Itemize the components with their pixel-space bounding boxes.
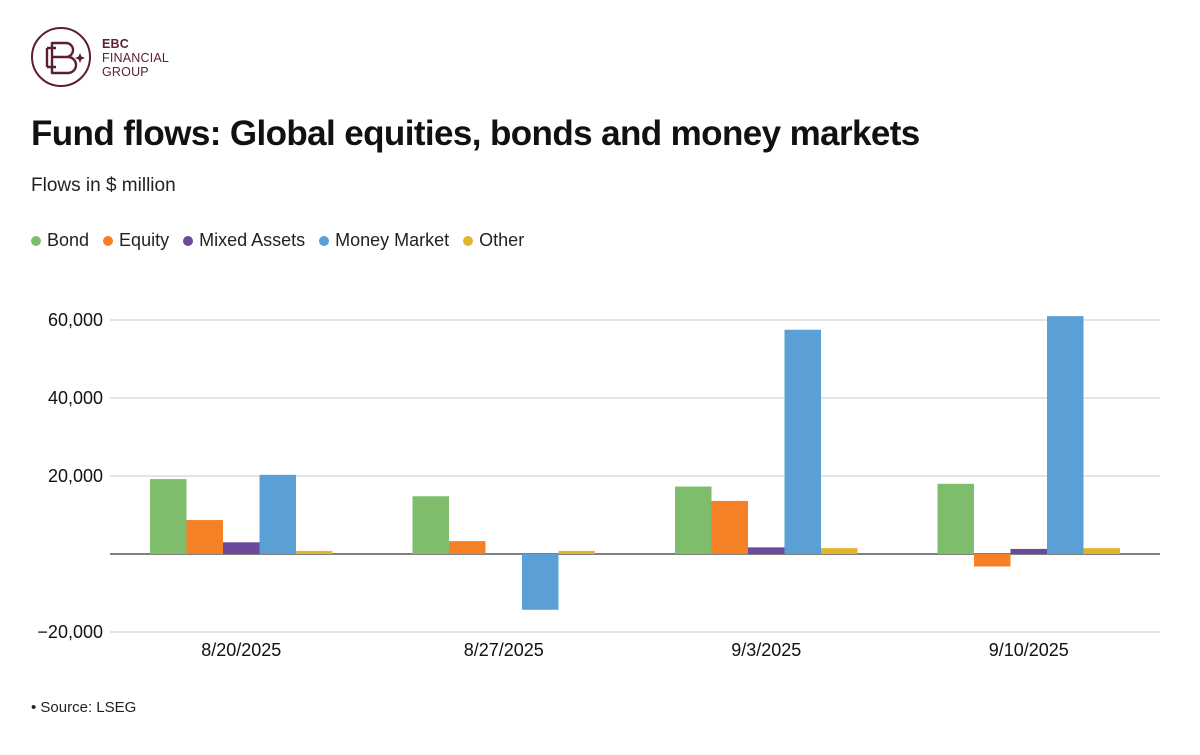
legend: Bond Equity Mixed Assets Money Market Other [31, 230, 538, 251]
legend-label: Other [479, 230, 525, 250]
legend-item: Equity [103, 230, 169, 251]
legend-swatch [319, 235, 330, 246]
bar [296, 550, 333, 554]
bar [412, 496, 449, 554]
bar [1010, 548, 1047, 554]
ebc-logo-icon [31, 27, 91, 87]
bar [449, 541, 486, 554]
legend-swatch [103, 235, 114, 246]
legend-label: Bond [47, 230, 90, 250]
legend-label: Mixed Assets [199, 230, 306, 250]
bar [784, 329, 821, 554]
y-tick-label: −20,000 [37, 622, 103, 642]
bar [937, 483, 974, 554]
legend-swatch [31, 235, 41, 246]
x-tick-label: 8/27/2025 [464, 640, 544, 660]
y-tick-label: 20,000 [48, 466, 103, 486]
ebc-logo: EBC FINANCIAL GROUP [30, 26, 190, 88]
bar [711, 500, 748, 554]
legend-label: Money Market [335, 230, 450, 250]
x-tick-label: 8/20/2025 [201, 640, 281, 660]
x-tick-label: 9/10/2025 [989, 640, 1069, 660]
bar [223, 542, 260, 554]
bar [1083, 548, 1120, 554]
y-tick-label: 40,000 [48, 388, 103, 408]
brand-name: EBC FINANCIAL GROUP [102, 37, 169, 79]
bar [150, 479, 187, 554]
bar [748, 547, 785, 554]
bar [259, 474, 296, 554]
y-tick-label: 60,000 [48, 310, 103, 330]
bar [675, 486, 712, 554]
brand-line-3: GROUP [102, 65, 149, 79]
legend-item: Other [463, 230, 524, 251]
chart-subtitle: Flows in $ million [31, 175, 176, 196]
legend-item: Mixed Assets [183, 230, 305, 251]
brand-line-1: EBC [102, 37, 129, 51]
chart-title: Fund flows: Global equities, bonds and m… [31, 114, 920, 153]
legend-swatch [463, 235, 474, 246]
bar [186, 520, 223, 554]
source-note: • Source: LSEG [31, 699, 137, 716]
legend-label: Equity [119, 230, 170, 250]
brand-line-2: FINANCIAL [102, 51, 170, 65]
bar [1047, 316, 1084, 554]
bar [974, 554, 1011, 567]
bar [821, 548, 858, 554]
x-tick-label: 9/3/2025 [731, 640, 801, 660]
legend-item: Money Market [319, 230, 449, 251]
bar-chart: −20,000 20,000 40,000 60,000 8/20/2025 8/27/2… [37, 310, 1160, 660]
bar [558, 550, 595, 554]
legend-item: Bond [31, 230, 89, 251]
legend-swatch [183, 235, 194, 246]
bar [522, 554, 559, 610]
